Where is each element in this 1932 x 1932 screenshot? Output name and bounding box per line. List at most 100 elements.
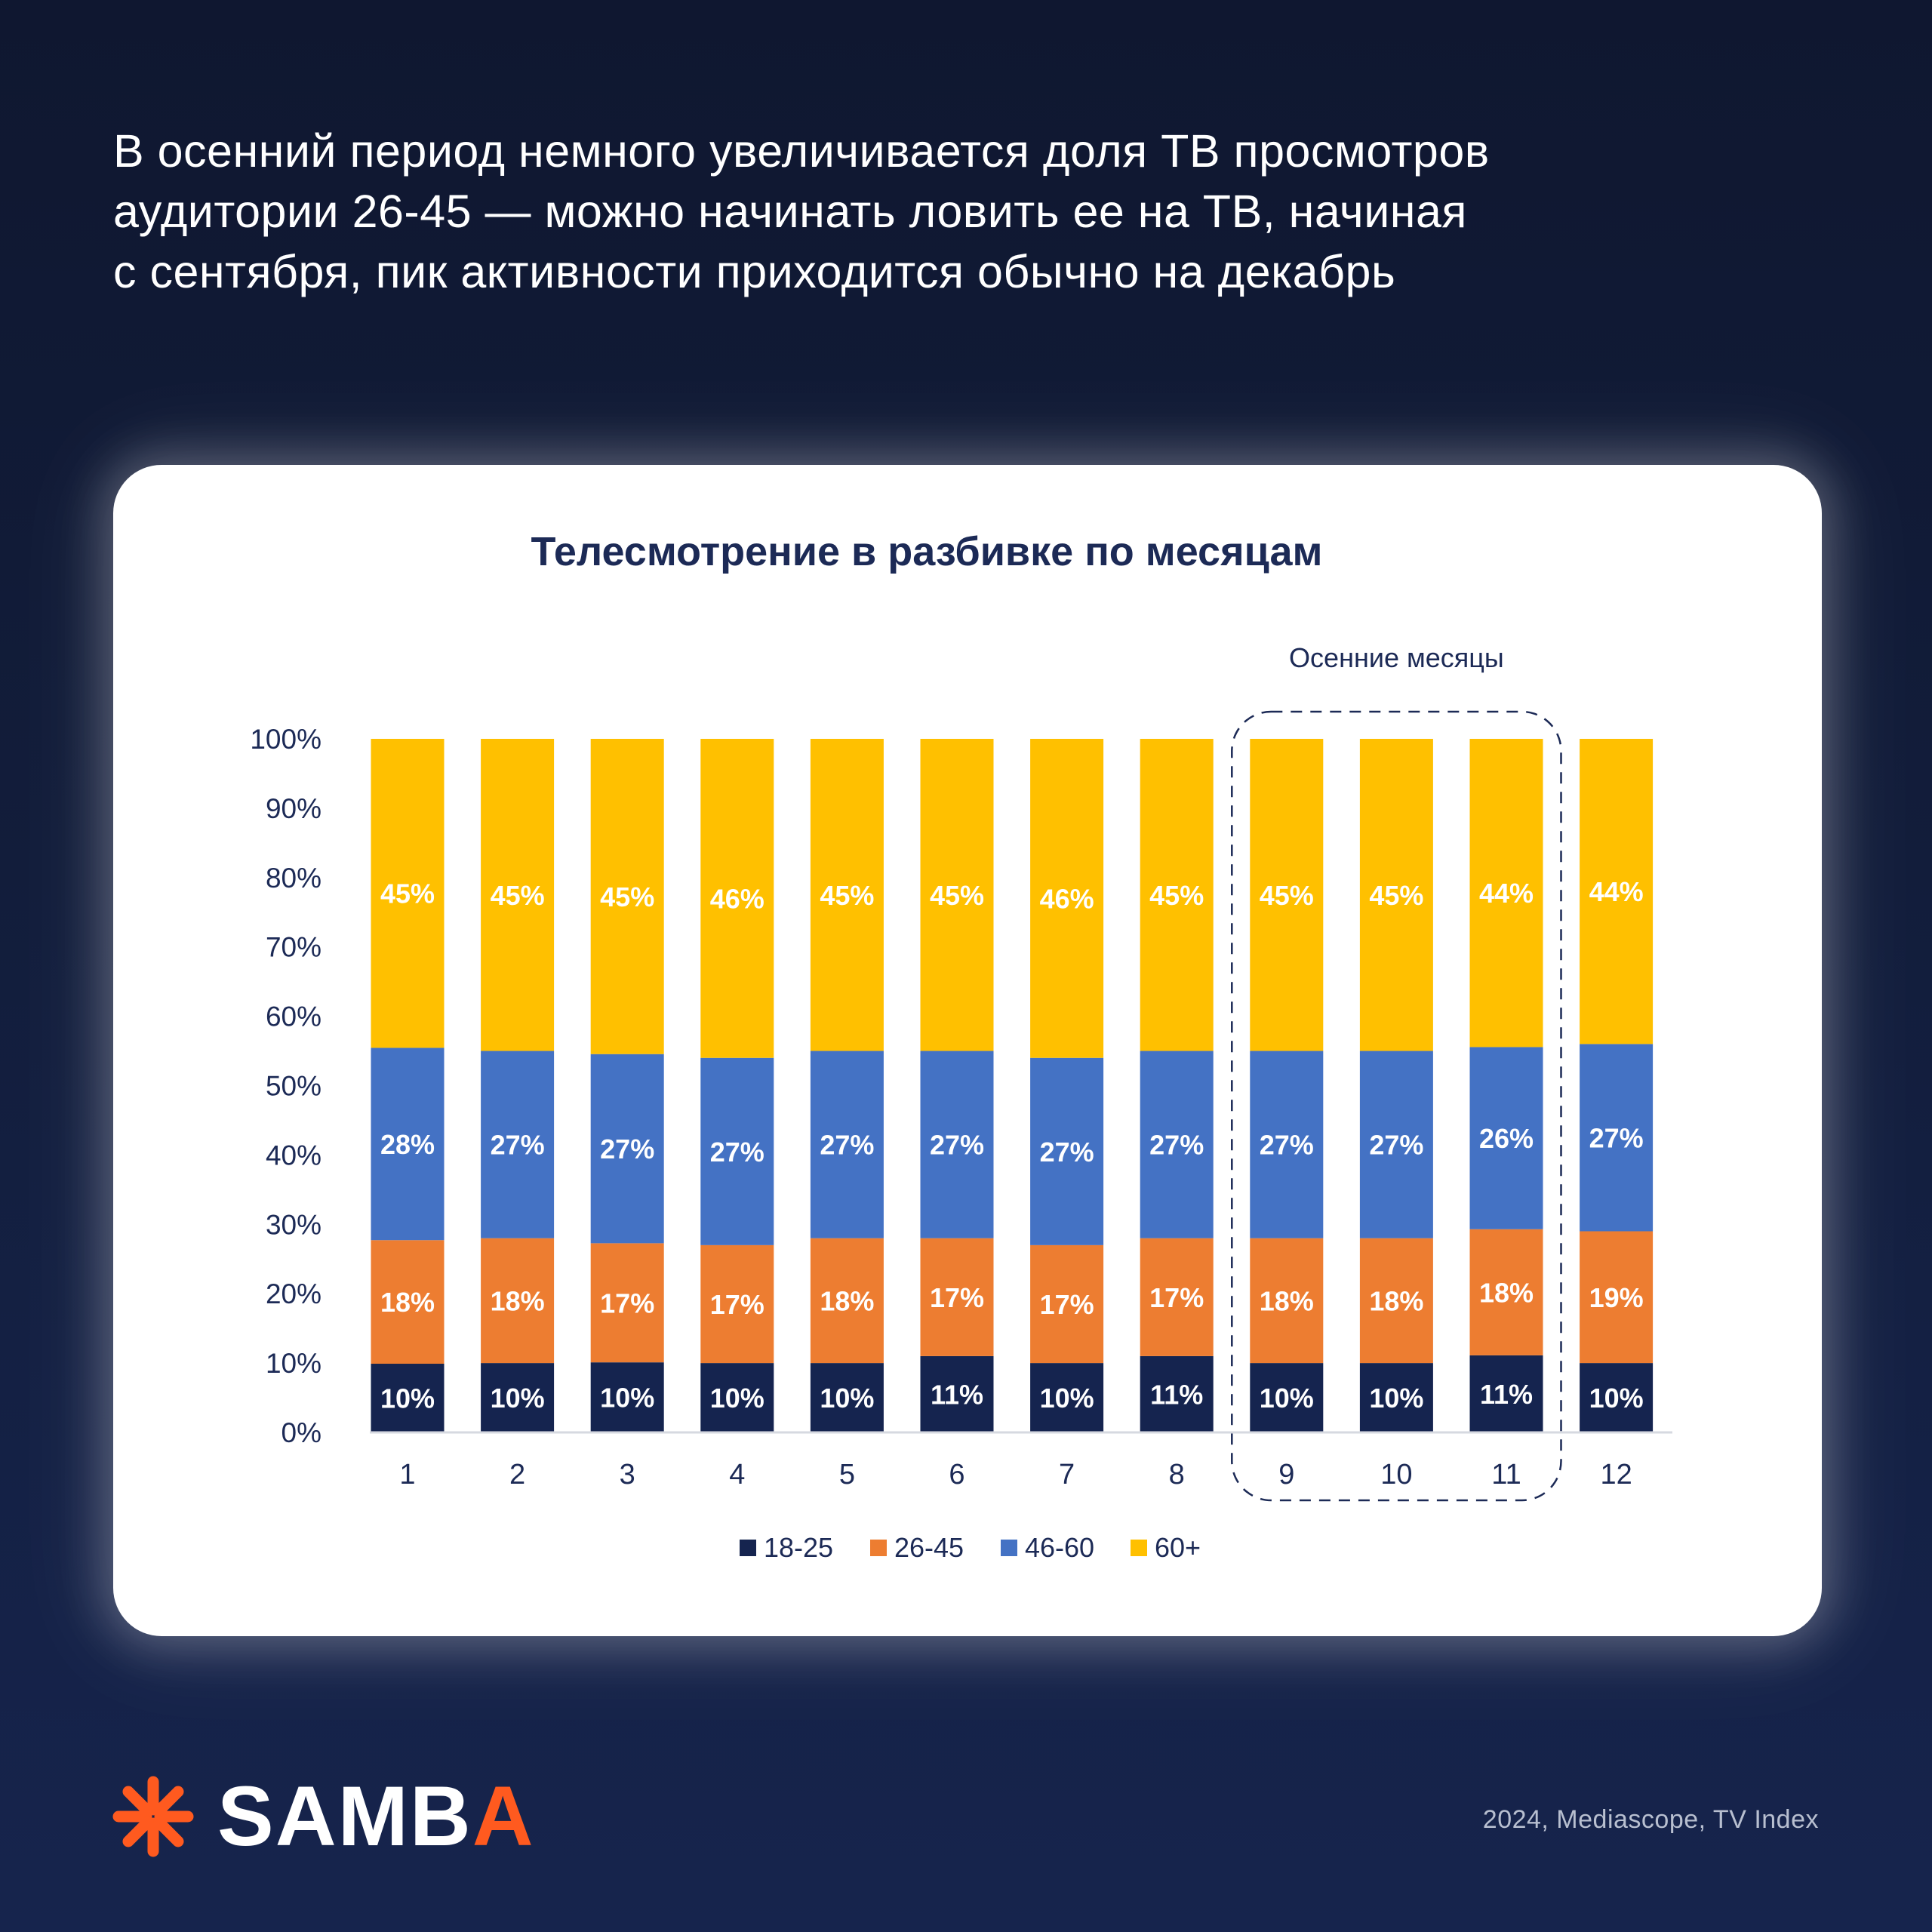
bar-segment-18-25 (700, 1363, 774, 1432)
highlight-box (1231, 710, 1562, 1502)
y-tick-label: 80% (266, 863, 321, 894)
bar-segment-26-45 (590, 1243, 664, 1363)
bar-segment-18-25 (1469, 1355, 1543, 1432)
data-label: 45% (1149, 880, 1204, 911)
bar-segment-60+ (1030, 739, 1104, 1058)
bar-segment-46-60 (371, 1048, 445, 1241)
legend-label: 26-45 (894, 1532, 964, 1563)
data-label: 18% (380, 1287, 435, 1318)
bar-segment-46-60 (590, 1054, 664, 1244)
bar-segment-18-25 (1359, 1363, 1433, 1432)
bar-segment-60+ (1140, 739, 1214, 1051)
bar-segment-26-45 (1469, 1229, 1543, 1355)
data-label: 27% (1589, 1122, 1644, 1153)
data-label: 11% (1480, 1379, 1533, 1410)
data-label: 27% (1149, 1130, 1204, 1161)
data-label: 17% (1040, 1289, 1094, 1320)
legend-swatch-26-45 (870, 1540, 887, 1556)
y-tick-label: 90% (266, 793, 321, 824)
data-label: 27% (600, 1134, 654, 1164)
bar-segment-46-60 (1140, 1051, 1214, 1238)
headline: В осенний период немного увеличивается д… (113, 121, 1774, 302)
bar-segment-26-45 (810, 1238, 884, 1364)
bar-segment-26-45 (481, 1238, 555, 1364)
brand-name: SAMBA (217, 1774, 535, 1859)
bar-segment-18-25 (1030, 1363, 1104, 1432)
x-tick-label: 5 (839, 1459, 855, 1491)
data-label: 27% (1040, 1137, 1094, 1168)
bar-segment-46-60 (920, 1051, 994, 1238)
data-label: 10% (1040, 1383, 1094, 1414)
bar-segment-26-45 (1250, 1238, 1324, 1364)
bar-segment-60+ (1359, 739, 1433, 1051)
bar-segment-60+ (481, 739, 555, 1051)
data-label: 27% (820, 1130, 874, 1161)
bar-segment-60+ (920, 739, 994, 1051)
bar-segment-60+ (590, 739, 664, 1054)
data-label: 19% (1589, 1282, 1644, 1313)
y-tick-label: 20% (266, 1278, 321, 1309)
headline-line-2: аудитории 26-45 — можно начинать ловить … (113, 186, 1467, 237)
bar-segment-18-25 (810, 1363, 884, 1432)
legend-swatch-46-60 (1001, 1540, 1017, 1556)
data-label: 28% (380, 1129, 435, 1160)
data-label: 26% (1479, 1123, 1534, 1154)
data-label: 45% (1369, 880, 1423, 911)
x-tick-label: 12 (1600, 1459, 1632, 1491)
data-label: 10% (710, 1383, 764, 1414)
data-label: 46% (1040, 883, 1094, 914)
y-tick-label: 60% (266, 1001, 321, 1032)
bar-segment-26-45 (371, 1240, 445, 1364)
chart-title: Телесмотрение в разбивке по месяцам (531, 529, 1323, 574)
data-label: 18% (491, 1285, 545, 1316)
bar-segment-26-45 (1030, 1244, 1104, 1364)
data-label: 27% (491, 1130, 545, 1161)
legend-label: 46-60 (1025, 1532, 1094, 1563)
brand-name-main: SAMB (217, 1769, 472, 1863)
bar-segment-46-60 (1250, 1051, 1324, 1238)
bar-segment-46-60 (810, 1051, 884, 1238)
data-label: 18% (1479, 1277, 1534, 1308)
data-label: 46% (710, 883, 764, 914)
bar-segment-46-60 (481, 1051, 555, 1238)
bar-segment-60+ (700, 739, 774, 1058)
headline-line-1: В осенний период немного увеличивается д… (113, 125, 1490, 177)
bar-segment-18-25 (590, 1362, 664, 1432)
stacked-bar-chart: Телесмотрение в разбивке по месяцам 0% 10%… (250, 529, 1672, 1563)
bar-segment-26-45 (1140, 1238, 1214, 1356)
data-label: 27% (930, 1130, 984, 1161)
headline-line-3: с сентября, пик активности приходится об… (113, 246, 1396, 297)
brand-name-accent: A (472, 1769, 535, 1863)
data-label: 18% (1260, 1285, 1314, 1316)
legend-label: 60+ (1155, 1532, 1201, 1563)
legend-swatch-18-25 (740, 1540, 756, 1556)
data-label: 10% (1369, 1383, 1423, 1414)
data-label: 18% (1369, 1285, 1423, 1316)
data-label: 17% (1149, 1282, 1204, 1313)
bar-segment-18-25 (481, 1363, 555, 1432)
y-tick-label: 70% (266, 932, 321, 963)
bar-segment-60+ (1580, 739, 1654, 1044)
data-label: 10% (600, 1383, 654, 1414)
x-tick-label: 4 (729, 1459, 745, 1491)
y-tick-label: 0% (281, 1417, 321, 1448)
bar-segment-46-60 (1030, 1057, 1104, 1245)
data-label: 45% (380, 878, 435, 909)
data-label: 10% (1260, 1383, 1314, 1414)
data-label: 18% (820, 1285, 874, 1316)
bar-segment-18-25 (1140, 1355, 1214, 1432)
bar-segment-18-25 (371, 1364, 445, 1432)
y-tick-label: 40% (266, 1140, 321, 1171)
data-label: 44% (1479, 878, 1534, 909)
x-tick-label: 1 (399, 1459, 415, 1491)
bar-segment-60+ (1469, 739, 1543, 1048)
bar-segment-46-60 (1469, 1047, 1543, 1229)
data-label: 27% (1260, 1130, 1314, 1161)
bar-segment-46-60 (700, 1057, 774, 1245)
data-label: 44% (1589, 876, 1644, 907)
x-tick-label: 11 (1491, 1459, 1521, 1491)
bar-segment-60+ (371, 739, 445, 1048)
data-label: 17% (710, 1289, 764, 1320)
data-label: 45% (820, 880, 874, 911)
bar-segment-18-25 (1250, 1363, 1324, 1432)
